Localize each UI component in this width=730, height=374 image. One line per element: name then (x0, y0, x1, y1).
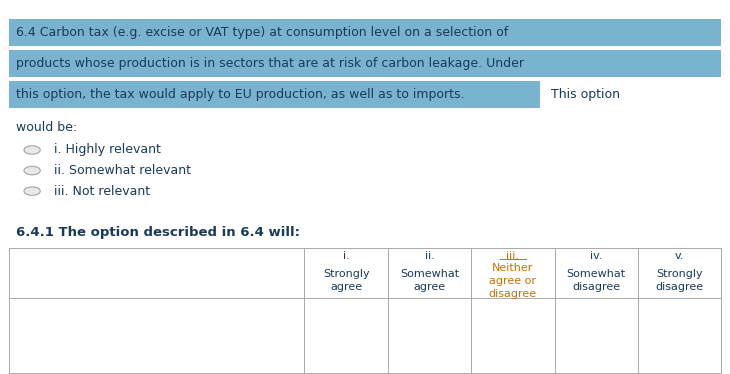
FancyBboxPatch shape (9, 19, 721, 46)
Text: iii.: iii. (507, 251, 519, 261)
FancyBboxPatch shape (9, 81, 539, 108)
Text: This option: This option (547, 88, 620, 101)
Circle shape (26, 167, 39, 174)
Text: this option, the tax would apply to EU production, as well as to imports.: this option, the tax would apply to EU p… (16, 88, 464, 101)
Text: Strongly
disagree: Strongly disagree (656, 269, 704, 292)
Text: ii.: ii. (425, 251, 434, 261)
Text: would be:: would be: (16, 121, 77, 134)
Text: Somewhat
disagree: Somewhat disagree (566, 269, 626, 292)
Text: 6.4.1 The option described in 6.4 will:: 6.4.1 The option described in 6.4 will: (16, 226, 300, 239)
Text: iii. Not relevant: iii. Not relevant (54, 185, 150, 197)
Circle shape (26, 147, 39, 153)
FancyBboxPatch shape (9, 50, 721, 77)
Text: ii. Somewhat relevant: ii. Somewhat relevant (54, 164, 191, 177)
Text: Neither
agree or
disagree: Neither agree or disagree (489, 263, 537, 299)
Text: iv.: iv. (590, 251, 602, 261)
Text: i. Highly relevant: i. Highly relevant (54, 144, 161, 156)
FancyBboxPatch shape (9, 248, 721, 373)
Text: Somewhat
agree: Somewhat agree (400, 269, 459, 292)
Text: i.: i. (343, 251, 350, 261)
Text: 6.4 Carbon tax (e.g. excise or VAT type) at consumption level on a selection of: 6.4 Carbon tax (e.g. excise or VAT type)… (16, 26, 508, 39)
Circle shape (26, 188, 39, 194)
Text: Strongly
agree: Strongly agree (323, 269, 369, 292)
Text: v.: v. (675, 251, 684, 261)
Text: products whose production is in sectors that are at risk of carbon leakage. Unde: products whose production is in sectors … (16, 57, 524, 70)
